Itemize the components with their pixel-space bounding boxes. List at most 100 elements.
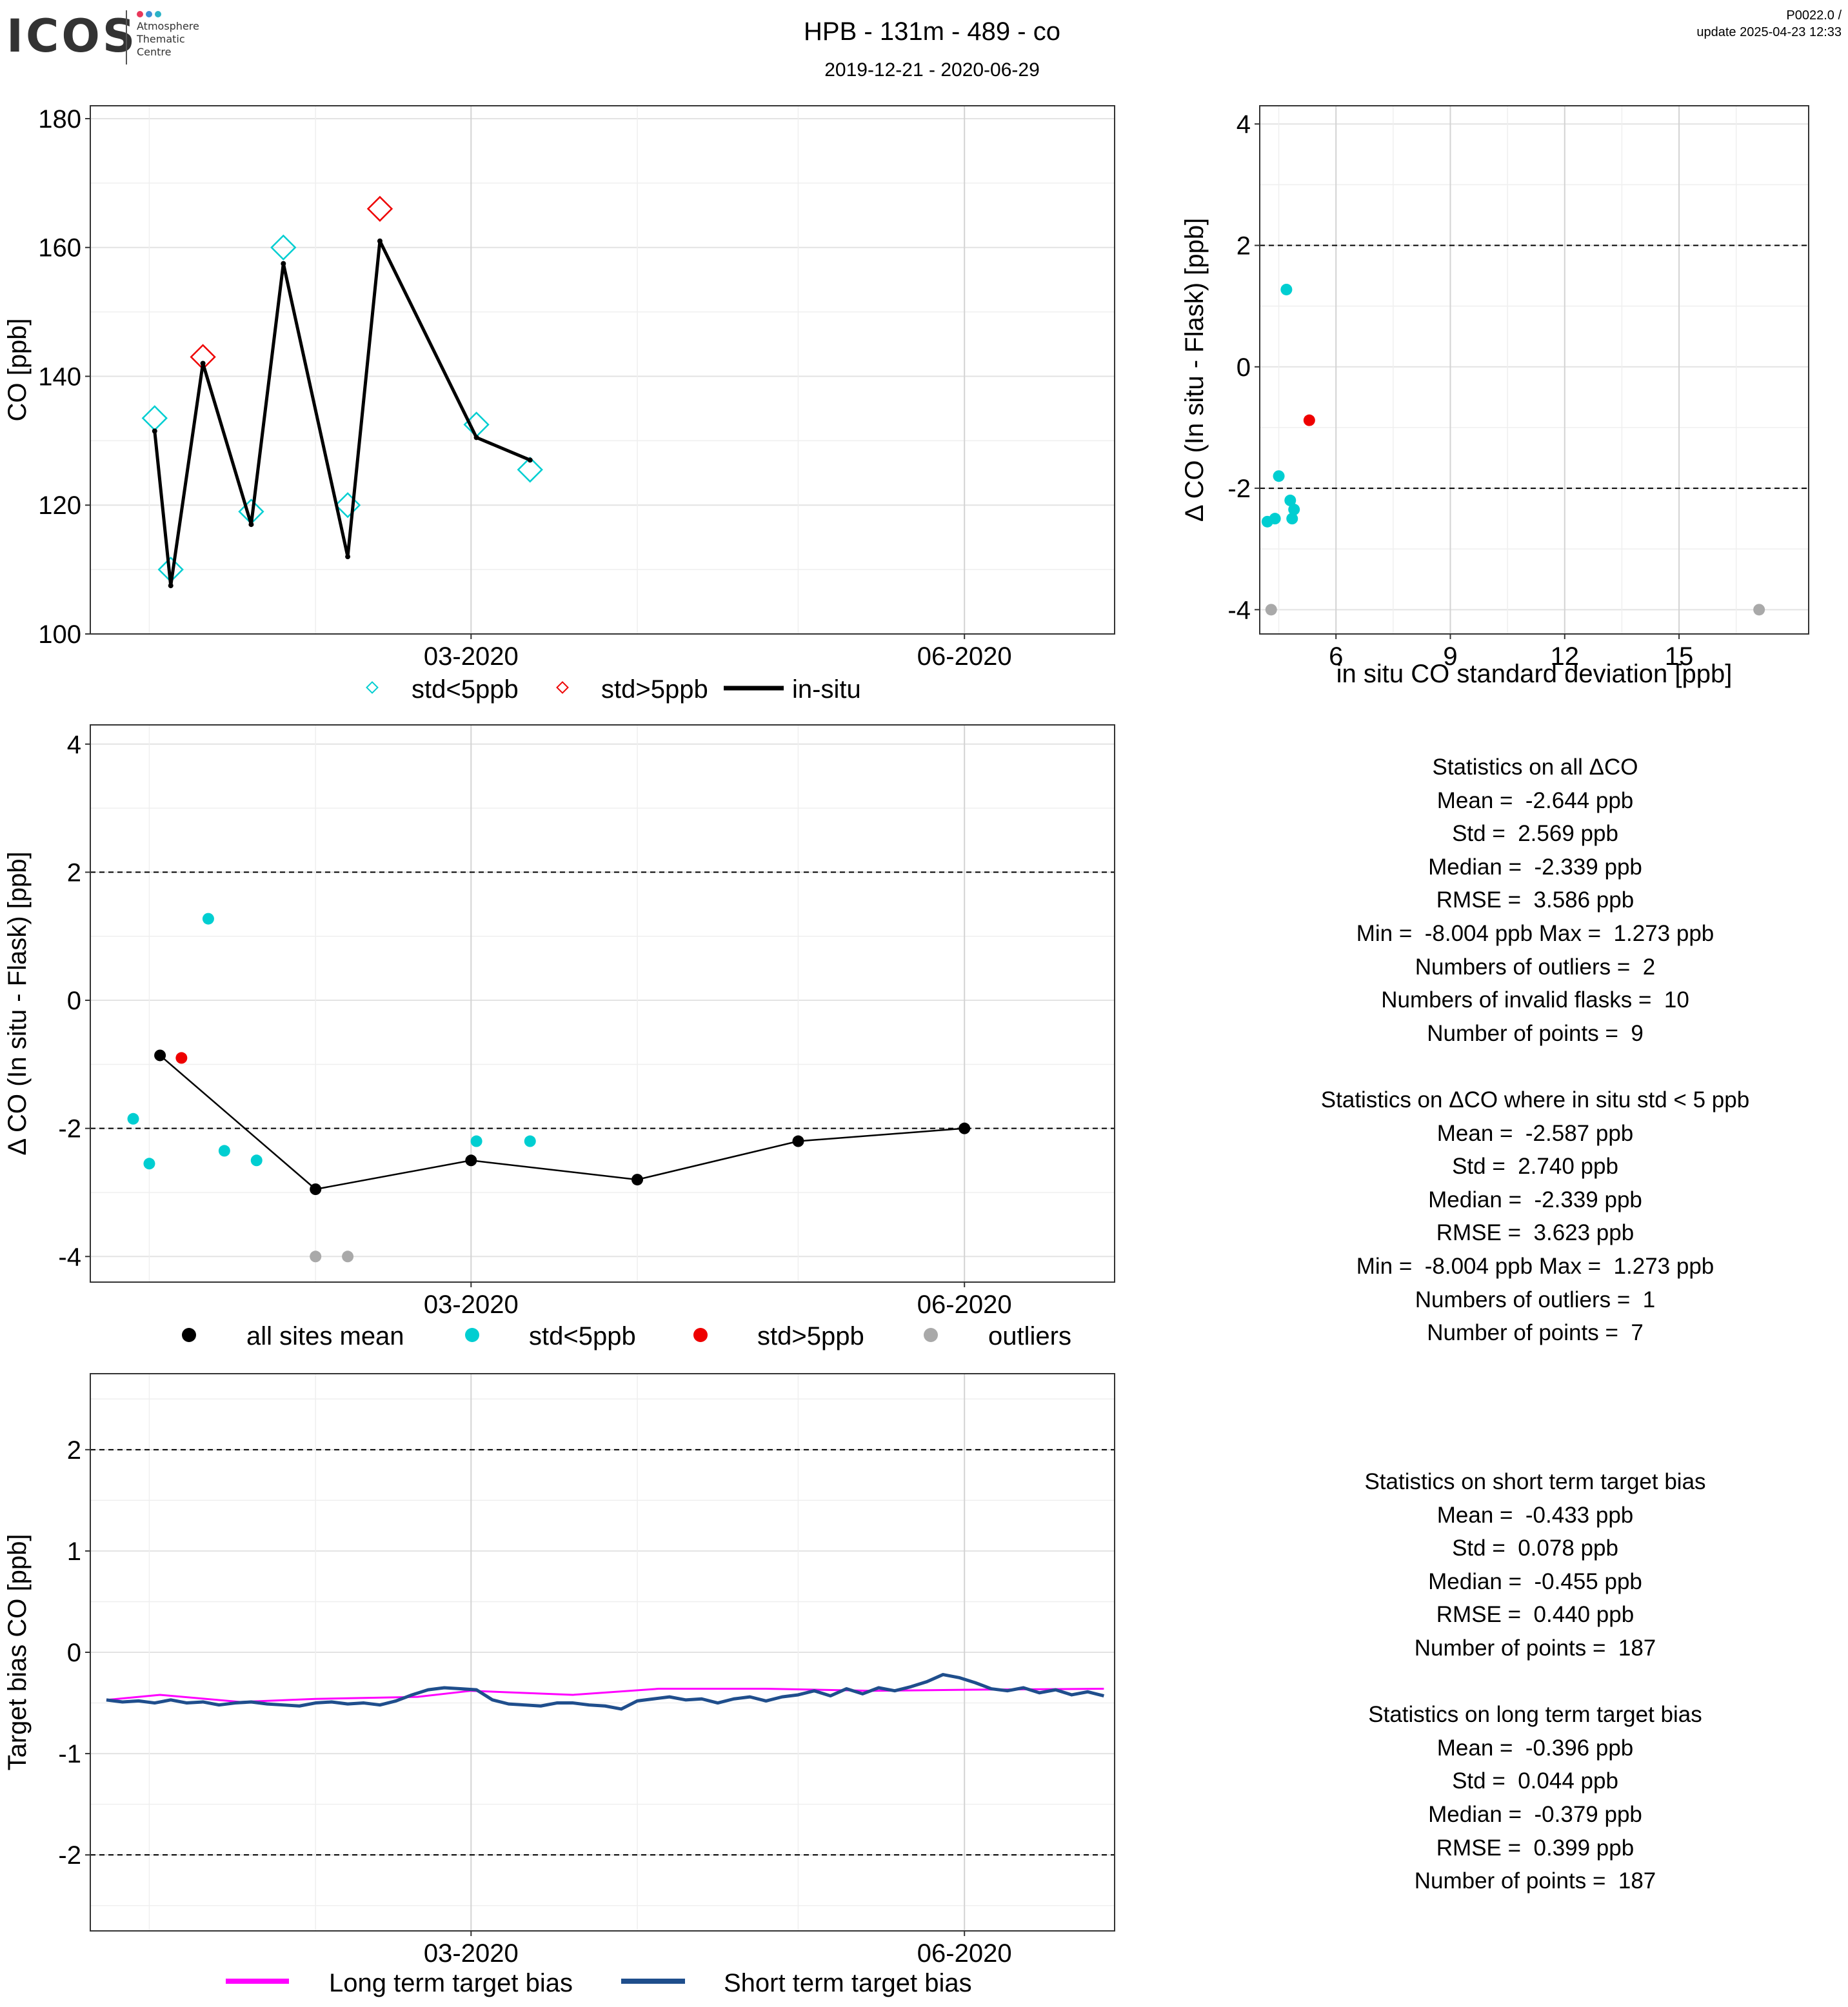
legend-std-gt5-dot-label: std>5ppb [757,1322,864,1350]
all-sites-mean-point [959,1122,971,1134]
logo-dot-2 [146,11,152,17]
y-tick-label: 2 [67,858,81,887]
y-tick-label: 2 [1237,232,1251,261]
stats-line: Median = -2.339 ppb [1428,1187,1642,1212]
insitu-line [153,239,531,588]
x-tick-label: 12 [1551,642,1580,671]
stats-line: Min = -8.004 ppb Max = 1.273 ppb [1356,1253,1714,1279]
y-axis-label: CO [ppb] [3,318,32,421]
stats-line: Numbers of outliers = 2 [1415,954,1656,980]
delta-point-std-lt5 [143,1158,155,1170]
delta-point-std-lt5 [1284,494,1297,506]
delta-point-std-lt5 [202,913,214,925]
all-sites-mean-point [631,1174,644,1186]
insitu-point [281,261,286,266]
delta-point-outlier [342,1251,354,1263]
x-tick-label: 06-2020 [917,642,1012,671]
y-tick-label: 1 [67,1537,81,1566]
delta-point-outlier [310,1251,322,1263]
all-sites-mean-point [792,1135,804,1147]
stats-line: Number of points = 187 [1414,1635,1656,1661]
delta-vs-std-chart: -4 -2 0 2 4 6 9 12 15 Δ CO (In situ - Flask) [ppb… [1180,105,1809,688]
delta-point-std-lt5 [250,1154,263,1167]
legend-bottom: Long term target bias Short term target … [226,1969,972,1997]
legend-std-gt5-dot [693,1328,708,1342]
legend-top: std<5ppb std>5ppb in-situ [366,675,861,704]
stats-line: Std = 0.078 ppb [1452,1536,1618,1561]
plot-frame [90,724,1115,1283]
stats-line: Mean = -2.644 ppb [1436,787,1634,813]
y-axis-label: Target bias CO [ppb] [3,1534,32,1771]
page-title: HPB - 131m - 489 - co [804,17,1060,46]
stats-line: Median = -0.455 ppb [1428,1568,1642,1594]
long-term-bias-line [106,1688,1104,1703]
y-tick-label: 0 [67,1639,81,1667]
insitu-point [345,554,351,560]
stats-line: Statistics on ΔCO where in situ std < 5 … [1320,1087,1750,1112]
y-axis-label: Δ CO (In situ - Flask) [ppb] [1180,218,1209,522]
stats-line: Min = -8.004 ppb Max = 1.273 ppb [1356,920,1714,946]
legend-outliers-label: outliers [988,1322,1071,1350]
stats-line: Median = -2.339 ppb [1428,854,1642,880]
y-axis-label: Δ CO (In situ - Flask) [ppb] [3,851,32,1155]
flask-point-std-gt5 [366,195,393,222]
delta-timeseries-chart: -4 -2 0 2 4 03-2020 06-2020 Δ CO (In situ - Fla… [3,724,1115,1319]
all-sites-mean-point [465,1154,477,1167]
delta-point-std-lt5 [1269,513,1281,525]
stats-line: Std = 2.569 ppb [1452,821,1618,847]
y-tick-label: -2 [1227,475,1251,503]
delta-point-std-lt5 [1273,470,1285,482]
icos-logo: ICOS Atmosphere Thematic Centre [6,10,199,64]
y-tick-label: 2 [67,1436,81,1465]
delta-point-std-lt5 [524,1135,536,1147]
logo-sub-3: Centre [137,46,172,58]
legend-outliers-dot [924,1328,938,1342]
y-tick-label: -4 [1227,596,1251,624]
delta-point-std-gt5 [175,1052,188,1064]
update-label: update 2025-04-23 12:33 [1696,25,1842,39]
legend-mean-label: all sites mean [246,1322,404,1350]
x-tick-label: 06-2020 [917,1290,1012,1319]
x-tick-label: 06-2020 [917,1939,1012,1968]
x-tick-label: 03-2020 [424,1290,519,1319]
stats-line: Statistics on long term target bias [1368,1702,1702,1728]
legend-std-lt5-dot [465,1328,479,1342]
legend-std-lt5-marker [366,681,379,694]
stats-line: RMSE = 3.623 ppb [1436,1220,1634,1246]
all-sites-mean-point [154,1049,166,1062]
co-timeseries-chart: 100 120 140 160 180 03-2020 06-2020 CO [ppb] [3,105,1115,671]
page-subtitle: 2019-12-21 - 2020-06-29 [824,59,1040,81]
y-tick-label: 100 [38,620,81,649]
stats-line: Statistics on all ΔCO [1432,755,1638,780]
flask-point-std-gt5 [190,344,216,370]
plot-frame [90,105,1115,635]
short-term-bias-line [106,1673,1104,1711]
y-tick-label: 180 [38,105,81,133]
stats-line: Number of points = 9 [1427,1020,1644,1046]
y-tick-label: -1 [58,1740,81,1768]
stats-line: Mean = -2.587 ppb [1436,1120,1634,1146]
stats-line: RMSE = 0.440 ppb [1436,1602,1634,1628]
x-tick-label: 03-2020 [424,642,519,671]
stats-line: Mean = -0.433 ppb [1436,1502,1634,1528]
all-sites-mean-point [310,1183,322,1195]
delta-point-std-lt5 [1280,283,1293,295]
x-axis-label: in situ CO standard deviation [ppb] [1336,660,1733,688]
legend-mean-marker [182,1328,196,1342]
insitu-point [527,457,533,463]
insitu-point [168,583,174,589]
plot-frame [1259,105,1809,635]
delta-point-outlier [1265,604,1277,616]
legend-std-lt5-dot-label: std<5ppb [529,1322,636,1350]
stats-line: RMSE = 0.399 ppb [1436,1835,1634,1861]
stats-line: Std = 0.044 ppb [1452,1768,1618,1794]
stats-line: Numbers of outliers = 1 [1415,1287,1656,1312]
plot-frame [90,1373,1115,1932]
y-tick-label: 0 [1237,353,1251,382]
logo-sub-2: Thematic [136,33,185,45]
legend-insitu-label: in-situ [792,675,861,704]
stats-line: Numbers of invalid flasks = 10 [1381,987,1689,1013]
stats-line: Statistics on short term target bias [1364,1469,1706,1494]
stats-bias-panel: Statistics on short term target bias Mea… [1258,1465,1813,1898]
